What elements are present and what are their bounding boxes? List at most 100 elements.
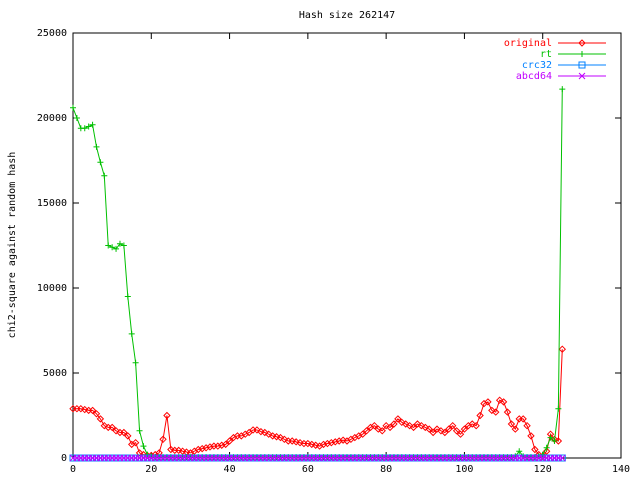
point-marker (417, 421, 426, 430)
point-marker (261, 428, 269, 437)
point-marker (268, 432, 277, 440)
point-marker (409, 423, 418, 432)
point-marker (88, 406, 97, 415)
legend-label: rt (540, 49, 552, 60)
point-marker (543, 444, 550, 451)
y-tick-label: 0 (61, 453, 67, 464)
x-tick-label: 140 (612, 464, 630, 475)
point-marker (159, 435, 167, 444)
legend-marker (578, 72, 586, 80)
x-tick-label: 40 (224, 464, 236, 475)
point-marker (339, 436, 347, 444)
point-marker (174, 446, 183, 455)
point-marker (370, 421, 379, 430)
point-marker (296, 438, 304, 447)
point-marker (405, 421, 414, 430)
point-marker (276, 433, 285, 442)
point-marker (304, 439, 312, 448)
point-marker (292, 438, 300, 446)
point-marker (70, 104, 76, 111)
point-marker (547, 434, 554, 441)
point-marker (335, 437, 343, 445)
point-marker (558, 454, 566, 462)
point-marker (551, 438, 558, 444)
x-tick-label: 120 (534, 464, 552, 475)
legend-label: crc32 (522, 60, 552, 71)
point-marker (120, 428, 128, 437)
point-marker (257, 427, 265, 436)
point-marker (132, 359, 139, 366)
legend-marker (578, 39, 586, 47)
point-marker (77, 404, 85, 413)
point-marker (378, 427, 386, 435)
point-marker (194, 445, 202, 454)
point-marker (319, 440, 328, 449)
point-marker (280, 435, 289, 444)
point-marker (327, 438, 336, 447)
point-marker (499, 398, 508, 406)
point-marker (511, 425, 520, 433)
point-marker (73, 115, 80, 121)
point-marker (484, 398, 492, 406)
point-marker (140, 443, 147, 450)
chart-title: Hash size 262147 (299, 10, 395, 21)
point-marker (460, 425, 469, 433)
point-marker (265, 430, 273, 438)
y-tick-label: 25000 (37, 28, 67, 39)
legend-marker (579, 51, 585, 57)
point-marker (531, 445, 539, 454)
point-marker (542, 447, 551, 455)
point-marker (523, 421, 531, 430)
point-marker (331, 438, 339, 446)
point-marker (113, 245, 120, 252)
point-marker (519, 415, 527, 423)
point-marker (253, 426, 261, 434)
point-marker (93, 143, 100, 150)
point-marker (386, 423, 394, 432)
y-tick-label: 10000 (37, 283, 67, 294)
point-marker (120, 242, 127, 249)
point-marker (101, 172, 108, 179)
point-marker (221, 440, 230, 449)
point-marker (218, 441, 226, 449)
point-marker (124, 432, 132, 440)
x-tick-label: 60 (302, 464, 314, 475)
point-marker (81, 125, 88, 132)
point-marker (425, 425, 433, 433)
point-marker (272, 433, 281, 441)
point-marker (516, 448, 523, 455)
point-marker (555, 405, 562, 412)
point-marker (202, 444, 210, 452)
point-marker (554, 437, 563, 445)
point-marker (390, 420, 398, 428)
point-marker (437, 427, 445, 435)
point-marker (81, 405, 89, 414)
point-marker (394, 415, 402, 423)
point-marker (288, 437, 296, 445)
point-marker (398, 418, 406, 427)
point-marker (362, 427, 371, 435)
point-marker (112, 427, 120, 435)
point-marker (105, 242, 112, 249)
point-marker (108, 423, 116, 432)
legend-label: original (504, 38, 552, 49)
point-marker (97, 159, 104, 166)
point-marker (206, 443, 214, 451)
x-tick-label: 80 (380, 464, 392, 475)
point-marker (131, 438, 140, 447)
point-marker (96, 415, 105, 423)
point-marker (198, 444, 206, 453)
x-tick-label: 0 (70, 464, 76, 475)
point-marker (495, 396, 504, 404)
point-marker (452, 427, 461, 435)
point-marker (311, 441, 320, 449)
point-marker (492, 408, 500, 416)
point-marker (308, 440, 316, 449)
point-marker (124, 293, 131, 300)
point-marker (429, 428, 437, 437)
point-marker (468, 420, 476, 428)
point-marker (109, 244, 116, 251)
point-marker (214, 442, 222, 450)
point-marker (421, 423, 429, 432)
